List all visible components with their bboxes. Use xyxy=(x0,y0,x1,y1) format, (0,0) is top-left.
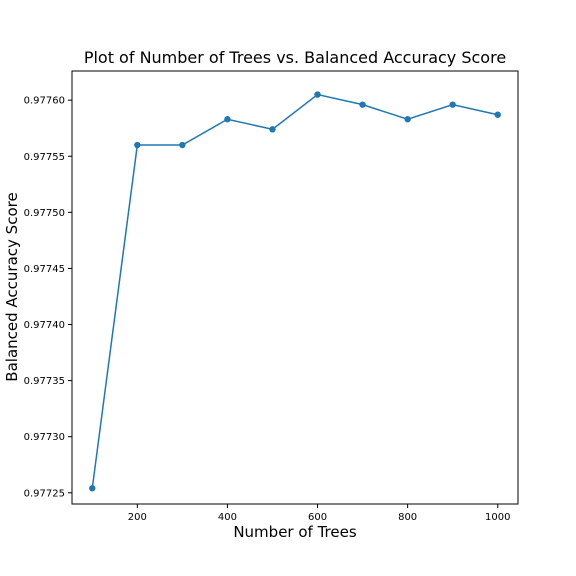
x-axis-label: Number of Trees xyxy=(233,523,357,541)
y-tick-label: 0.97760 xyxy=(24,96,65,107)
data-point xyxy=(404,116,411,123)
x-tick-label: 1000 xyxy=(485,512,510,523)
data-point xyxy=(134,141,141,149)
y-axis-ticks: 0.97725 0.97730 0.97735 0.97740 0.97745 0.977… xyxy=(24,96,72,499)
y-tick-label: 0.97755 xyxy=(24,152,65,163)
y-tick-label: 0.97725 xyxy=(24,488,65,499)
y-tick-label: 0.97740 xyxy=(24,320,65,331)
data-point xyxy=(359,101,366,108)
x-tick-label: 200 xyxy=(128,512,147,523)
data-point xyxy=(494,111,501,118)
plot-area xyxy=(71,70,519,505)
x-tick-label: 400 xyxy=(218,512,237,523)
data-point xyxy=(449,101,456,108)
x-tick-label: 800 xyxy=(398,512,417,523)
data-point xyxy=(224,116,231,123)
data-point xyxy=(269,126,276,133)
axes-frame xyxy=(71,70,519,505)
chart-title: Plot of Number of Trees vs. Balanced Acc… xyxy=(84,48,506,67)
x-axis-ticks: 200 400 600 800 1000 xyxy=(128,504,510,523)
y-tick-label: 0.97730 xyxy=(24,432,65,443)
series-line xyxy=(91,93,498,489)
x-tick-label: 600 xyxy=(308,512,327,523)
y-tick-label: 0.97745 xyxy=(24,264,65,275)
data-point xyxy=(89,485,96,492)
data-point xyxy=(179,141,186,149)
y-tick-label: 0.97735 xyxy=(24,376,65,387)
data-point xyxy=(314,91,321,98)
series-points xyxy=(89,91,501,492)
y-axis-label: Balanced Accuracy Score xyxy=(3,192,21,381)
y-tick-label: 0.97750 xyxy=(24,208,65,219)
